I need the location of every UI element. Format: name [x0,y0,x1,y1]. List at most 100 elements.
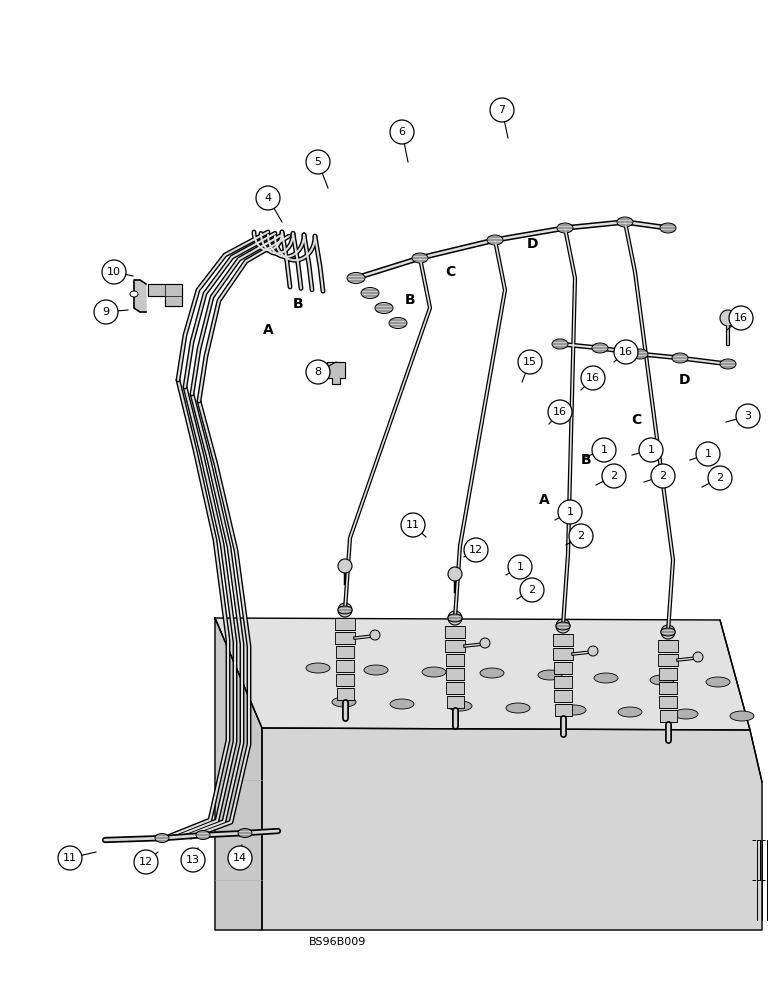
Ellipse shape [632,349,648,359]
Circle shape [708,466,732,490]
Ellipse shape [661,628,675,636]
Ellipse shape [364,665,388,675]
Bar [445,640,465,652]
Bar [554,662,572,674]
Bar [335,618,355,630]
Ellipse shape [562,705,586,715]
Bar [554,676,572,688]
Text: 1: 1 [705,449,712,459]
Bar [337,688,354,700]
Text: 2: 2 [577,531,584,541]
Bar [336,674,354,686]
Ellipse shape [594,673,618,683]
Ellipse shape [448,614,462,622]
Bar [553,634,573,646]
Circle shape [228,846,252,870]
Polygon shape [134,280,146,312]
Circle shape [569,524,593,548]
Circle shape [736,404,760,428]
Text: B: B [405,293,415,307]
Circle shape [490,98,514,122]
Ellipse shape [155,834,169,842]
Bar [335,632,354,644]
Circle shape [556,619,570,633]
Ellipse shape [306,663,330,673]
Bar [445,626,465,638]
Ellipse shape [538,670,562,680]
Ellipse shape [650,675,674,685]
Circle shape [464,538,488,562]
Ellipse shape [375,302,393,314]
Text: 10: 10 [107,267,121,277]
Ellipse shape [347,272,365,284]
Text: 1: 1 [601,445,608,455]
Text: A: A [539,493,550,507]
Text: 8: 8 [314,367,322,377]
Circle shape [256,186,280,210]
Text: 12: 12 [139,857,153,867]
Circle shape [602,464,626,488]
Text: 11: 11 [63,853,77,863]
Bar [659,696,677,708]
Ellipse shape [674,709,698,719]
Text: 6: 6 [398,127,405,137]
Ellipse shape [552,339,568,349]
Circle shape [661,625,675,639]
Text: 16: 16 [734,313,748,323]
Text: D: D [679,373,689,387]
Ellipse shape [389,318,407,328]
Circle shape [401,513,425,537]
Bar [336,646,354,658]
Ellipse shape [720,359,736,369]
Circle shape [181,848,205,872]
Polygon shape [148,284,182,306]
Text: 13: 13 [186,855,200,865]
Text: 1: 1 [516,562,523,572]
Bar [445,654,465,666]
Text: 15: 15 [523,357,537,367]
Text: C: C [445,265,455,279]
Text: B: B [293,297,303,311]
Ellipse shape [592,343,608,353]
Ellipse shape [412,253,428,263]
Ellipse shape [238,828,252,838]
Bar [659,654,678,666]
Text: A: A [262,323,273,337]
Circle shape [592,438,616,462]
Text: 16: 16 [619,347,633,357]
Circle shape [639,438,663,462]
Polygon shape [327,362,345,384]
Ellipse shape [480,668,504,678]
Circle shape [306,360,330,384]
Circle shape [94,300,118,324]
Ellipse shape [672,353,688,363]
Circle shape [480,638,490,648]
Ellipse shape [361,288,379,298]
Circle shape [581,366,605,390]
Circle shape [390,120,414,144]
Bar [446,668,464,680]
Circle shape [338,559,352,573]
Polygon shape [215,618,750,730]
Bar [554,690,572,702]
Text: 11: 11 [406,520,420,530]
Circle shape [696,442,720,466]
Text: 9: 9 [103,307,110,317]
Circle shape [448,611,462,625]
Ellipse shape [130,291,138,297]
Text: 2: 2 [529,585,536,595]
Circle shape [306,150,330,174]
Ellipse shape [487,235,503,245]
Bar [658,640,678,652]
Text: B: B [581,453,591,467]
Circle shape [548,400,572,424]
Circle shape [720,310,736,326]
Circle shape [508,555,532,579]
Circle shape [588,646,598,656]
Ellipse shape [556,622,570,630]
Bar [659,668,677,680]
Circle shape [58,846,82,870]
Text: 16: 16 [586,373,600,383]
Ellipse shape [448,701,472,711]
Ellipse shape [390,699,414,709]
